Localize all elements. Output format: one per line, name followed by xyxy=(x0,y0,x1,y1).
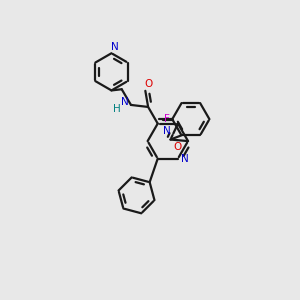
Text: O: O xyxy=(173,142,181,152)
Text: N: N xyxy=(121,97,129,107)
Text: F: F xyxy=(164,114,170,124)
Text: H: H xyxy=(113,104,121,114)
Text: N: N xyxy=(182,154,189,164)
Text: N: N xyxy=(163,125,171,136)
Text: O: O xyxy=(144,79,152,89)
Text: N: N xyxy=(111,42,118,52)
